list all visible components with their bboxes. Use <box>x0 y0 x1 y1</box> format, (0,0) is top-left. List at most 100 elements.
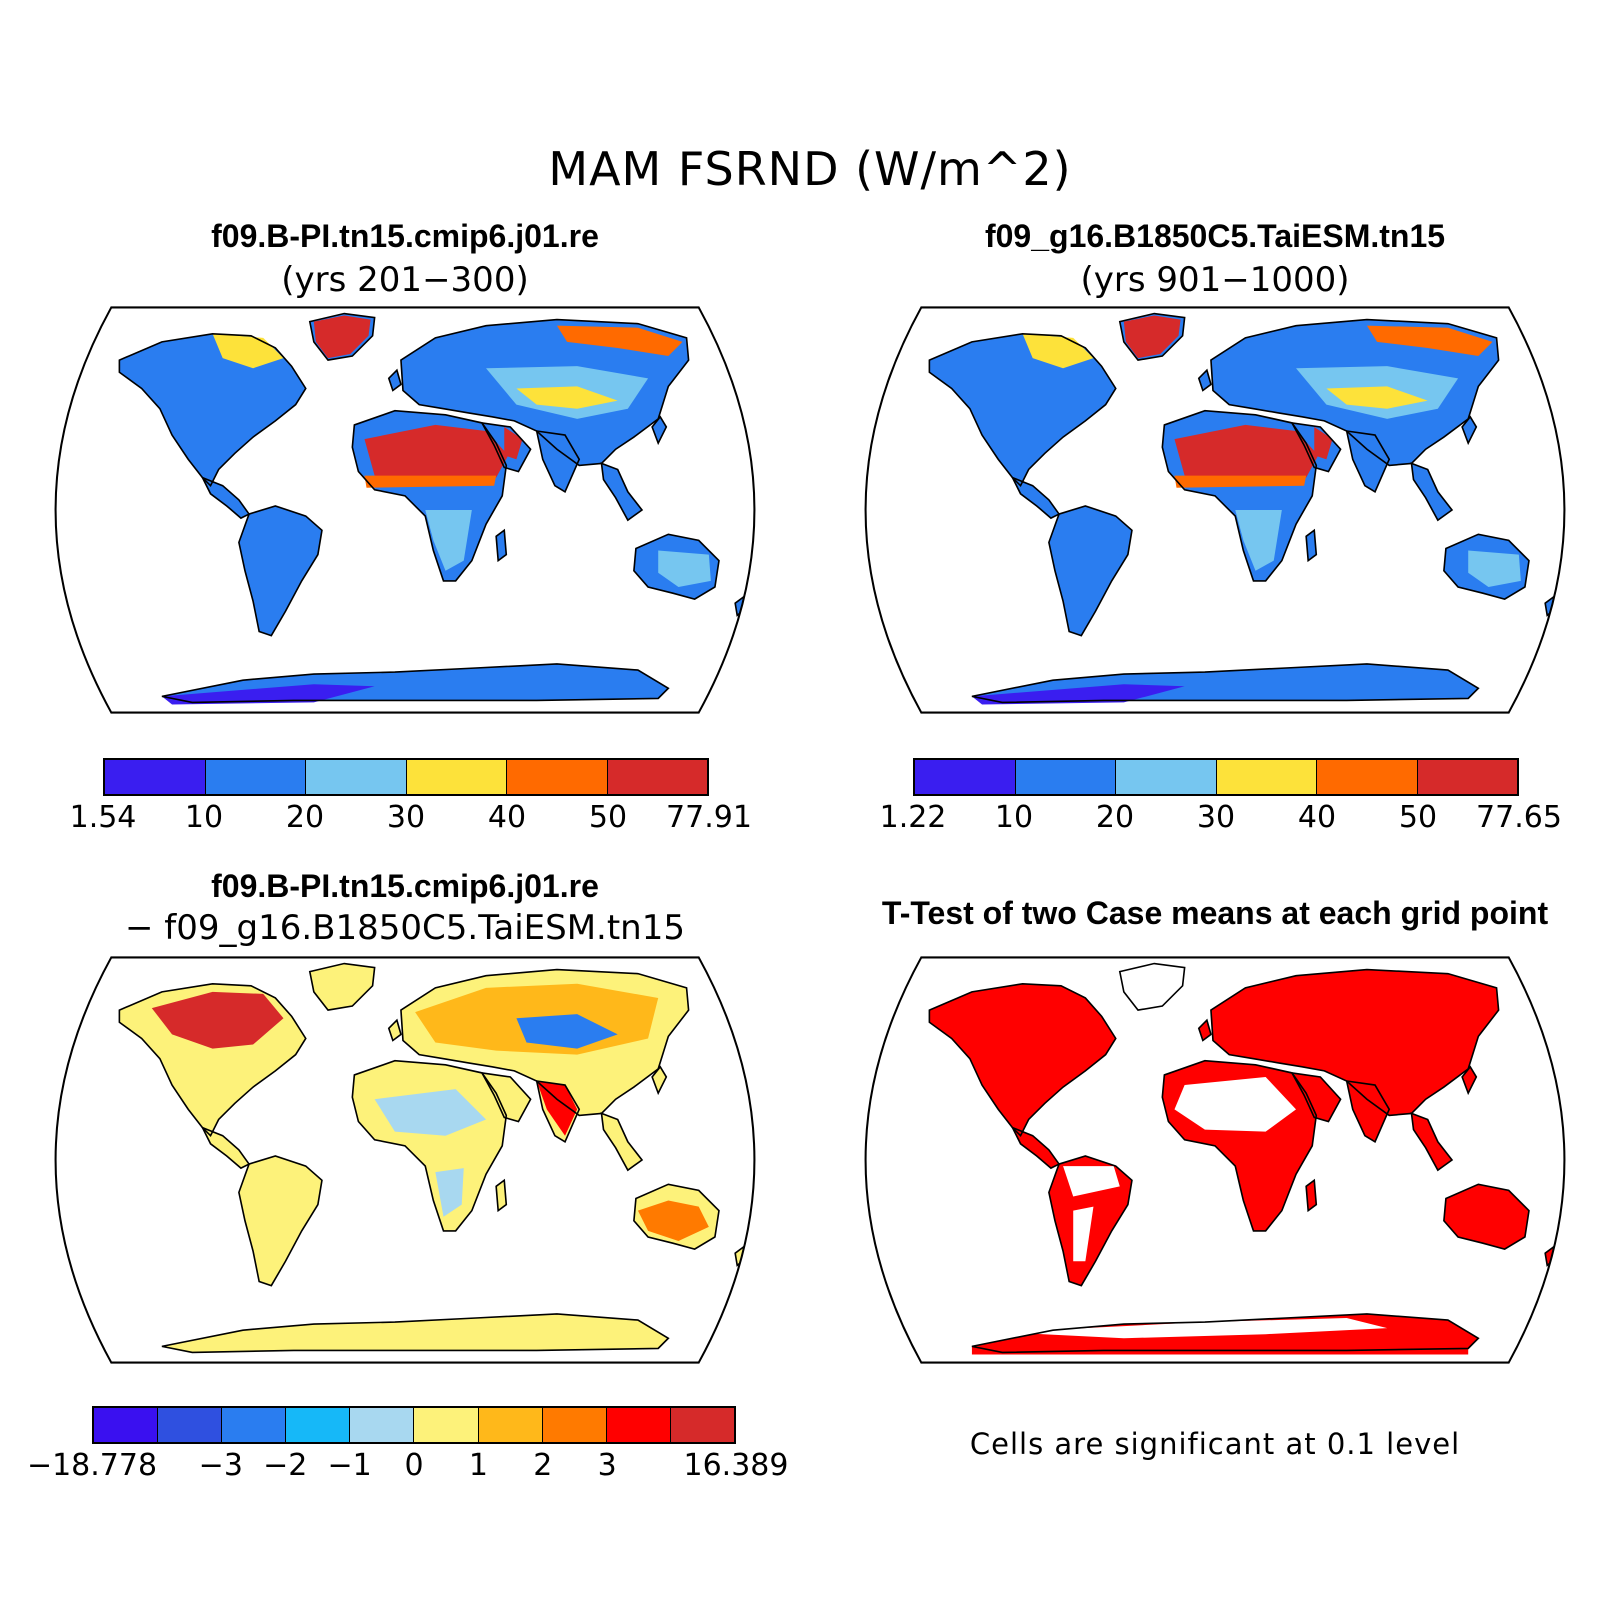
tibet-band <box>516 386 618 409</box>
significance-note: Cells are significant at 0.1 level <box>969 1427 1461 1461</box>
coastline <box>651 1065 668 1096</box>
colorbar-tick-label: 0 <box>404 1448 424 1483</box>
insignificant-amazon <box>1063 1166 1120 1197</box>
coastline <box>1048 505 1133 637</box>
colorbar-tick-label: 10 <box>994 800 1034 835</box>
land-in <box>1346 431 1390 492</box>
coastline <box>238 1155 323 1287</box>
colorbar-cell <box>105 760 206 794</box>
coastline <box>1118 962 1186 1011</box>
map-case2 <box>864 306 1566 714</box>
coastline <box>238 505 323 637</box>
colorbar-tick-label: 2 <box>533 1448 553 1483</box>
coastline <box>480 1071 532 1123</box>
coastline <box>1197 368 1212 392</box>
land-eu <box>1210 969 1499 1116</box>
map-ttest <box>864 956 1566 1364</box>
asia-negative <box>516 1014 618 1049</box>
siberia-snow <box>1366 325 1493 357</box>
coastline <box>400 968 690 1117</box>
coastline <box>495 528 508 563</box>
land-se <box>1411 1113 1452 1171</box>
figure-title: MAM FSRND (W/m^2) <box>548 142 1072 196</box>
map-case1 <box>54 306 756 714</box>
coastline <box>633 1183 720 1251</box>
colorbar-difference <box>92 1406 736 1444</box>
coastline <box>651 415 668 446</box>
coastline <box>928 332 1117 488</box>
coastline <box>1048 1155 1133 1287</box>
coastline <box>1443 533 1530 601</box>
panel-diff-title: f09.B-PI.tn15.cmip6.j01.re <box>211 868 599 904</box>
land-sa <box>1048 505 1132 636</box>
land-ca <box>202 477 250 519</box>
land-mg <box>1306 1180 1317 1211</box>
land-gl <box>309 963 375 1011</box>
colorbar-cell <box>606 1408 671 1442</box>
land-na <box>929 333 1116 486</box>
colorbar-cell <box>306 760 407 794</box>
arabia-high <box>1314 426 1333 460</box>
greenland-high <box>313 315 371 359</box>
land-au <box>1443 1184 1529 1250</box>
land-na <box>119 333 306 486</box>
colorbar-tick-label: 1 <box>468 1448 488 1483</box>
colorbar-tick-label: −3 <box>198 1448 243 1483</box>
land-in <box>1346 1081 1390 1142</box>
coastline <box>387 1018 402 1042</box>
coastline <box>1461 415 1478 446</box>
coastline <box>1010 476 1061 520</box>
coastline <box>1410 462 1454 522</box>
south-africa-mid <box>425 510 472 571</box>
coastline <box>928 982 1117 1138</box>
coastline <box>351 1059 508 1232</box>
panel-case1-subtitle: (yrs 201−300) <box>281 260 529 300</box>
australia-mid <box>1468 550 1521 587</box>
insignificant-greenland <box>1119 963 1185 1011</box>
colorbar-tick-label: −2 <box>263 1448 308 1483</box>
land-mg <box>1306 530 1317 561</box>
coastline <box>161 663 670 704</box>
colorbar-case2 <box>913 758 1519 796</box>
colorbar-tick-label: −18.778 <box>26 1448 158 1483</box>
colorbar-tick-label: 20 <box>1095 800 1135 835</box>
greenland-high <box>1123 315 1181 359</box>
colorbar-cell <box>478 1408 543 1442</box>
coastline <box>1443 1183 1530 1251</box>
coastline <box>118 982 307 1138</box>
coastline <box>1290 1071 1342 1123</box>
coastline <box>1161 409 1318 582</box>
coastline <box>535 1080 581 1143</box>
colorbar-case1 <box>103 758 709 796</box>
coastline <box>1461 1065 1478 1096</box>
land-sa <box>238 1155 322 1286</box>
colorbar-cell <box>205 760 306 794</box>
coastline <box>308 962 376 1011</box>
colorbar-cell <box>607 760 707 794</box>
colorbar-tick-label: 77.65 <box>1476 800 1562 835</box>
canada-positive <box>151 991 284 1049</box>
coastline <box>1010 1126 1061 1170</box>
colorbar-cell <box>1116 760 1217 794</box>
colorbar-tick-label: 77.91 <box>666 800 752 835</box>
colorbar-cell <box>222 1408 287 1442</box>
sahara-high <box>364 424 509 482</box>
coastline <box>1161 1059 1318 1232</box>
insignificant-antarctica <box>1002 1318 1388 1339</box>
land-in <box>536 431 580 492</box>
panel-ttest-title: T-Test of two Case means at each grid po… <box>881 895 1549 931</box>
coastline <box>308 312 376 361</box>
coastline <box>535 430 581 493</box>
colorbar-cell <box>507 760 608 794</box>
colorbar-cell <box>670 1408 734 1442</box>
land-an <box>161 1313 669 1353</box>
map-frame <box>864 306 1566 714</box>
coastline <box>1305 528 1318 563</box>
coastline <box>1345 1080 1391 1143</box>
colorbar-tick-label: 30 <box>386 800 426 835</box>
antarctica-low <box>971 684 1185 705</box>
coastline <box>351 409 508 582</box>
coastline <box>480 421 532 473</box>
siberia-snow <box>556 325 683 357</box>
panel-diff-subtitle: − f09_g16.B1850C5.TaiESM.tn15 <box>125 908 685 948</box>
